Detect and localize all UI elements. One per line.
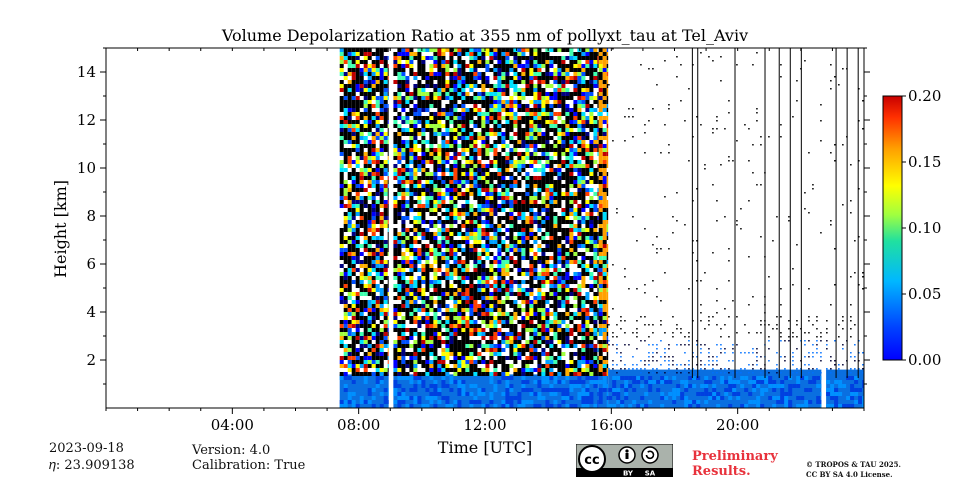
y-tick-label: 4 [86, 303, 96, 321]
cc-logo-text: cc [584, 453, 599, 468]
cc-by-sa-license-icon: cc BY SA [576, 444, 673, 477]
y-axis: 2 4 6 8 10 12 14 [77, 47, 870, 385]
colorbar-tick-label: 0.05 [908, 285, 941, 303]
sa-icon [641, 446, 659, 464]
colorbar-tick-label: 0.00 [908, 351, 941, 369]
preliminary-line-1: Preliminary [692, 449, 778, 464]
y-tick-label: 6 [86, 255, 96, 273]
y-tick-label: 10 [77, 159, 96, 177]
y-tick-label: 14 [77, 63, 96, 81]
x-tick-label: 20:00 [716, 416, 759, 434]
copyright-line-2: CC BY SA 4.0 License. [806, 470, 893, 479]
x-tick-label: 08:00 [337, 416, 380, 434]
x-axis: 04:00 08:00 12:00 16:00 20:00 [105, 48, 865, 434]
copyright-note: © TROPOS & TAU 2025. CC BY SA 4.0 Licens… [806, 460, 901, 480]
colorbar-tick-label: 0.20 [908, 87, 941, 105]
x-tick-label: 16:00 [590, 416, 633, 434]
x-tick-label: 12:00 [463, 416, 506, 434]
y-axis-label: Height [km] [51, 180, 70, 278]
preliminary-line-2: Results. [692, 464, 751, 479]
x-axis-label: Time [UTC] [438, 438, 532, 457]
sa-label: SA [645, 470, 656, 478]
x-tick-label: 04:00 [211, 416, 254, 434]
preliminary-results-note: Preliminary Results. [692, 449, 778, 479]
by-label: BY [623, 470, 634, 478]
colorbar-tick-label: 0.10 [908, 219, 941, 237]
heatmap-layer [339, 48, 864, 408]
y-tick-label: 12 [77, 111, 96, 129]
y-tick-label: 2 [86, 351, 96, 369]
copyright-line-1: © TROPOS & TAU 2025. [806, 460, 901, 469]
footer-eta: 𝜂: 23.909138 [49, 458, 135, 473]
colorbar-ticks: 0.00 0.05 0.10 0.15 0.20 [902, 87, 941, 369]
footer-date: 2023-09-18 [49, 441, 124, 456]
footer-version: Version: 4.0 [192, 443, 271, 458]
chart-title: Volume Depolarization Ratio at 355 nm of… [221, 26, 748, 45]
footer-calibration: Calibration: True [192, 458, 306, 473]
y-tick-label: 8 [86, 207, 96, 225]
colorbar [882, 95, 903, 361]
colorbar-tick-label: 0.15 [908, 153, 941, 171]
